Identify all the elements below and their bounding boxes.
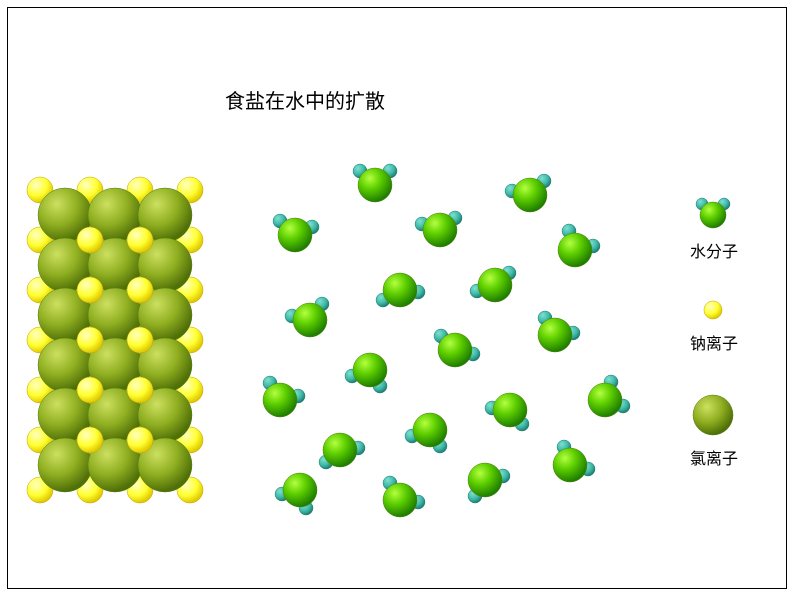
oxygen-atom	[293, 303, 327, 337]
sodium-ion	[77, 377, 103, 403]
oxygen-atom	[423, 213, 457, 247]
legend	[693, 198, 733, 435]
legend-label-water: 水分子	[690, 238, 738, 262]
oxygen-atom	[383, 273, 417, 307]
oxygen-atom	[278, 218, 312, 252]
water-molecule	[505, 174, 551, 212]
water-molecule	[434, 329, 480, 367]
oxygen-atom	[468, 463, 502, 497]
oxygen-atom	[383, 483, 417, 517]
oxygen-atom	[558, 233, 592, 267]
water-molecule	[553, 440, 595, 482]
water-molecule	[353, 164, 397, 202]
water-molecule	[383, 476, 425, 517]
water-molecule	[485, 393, 529, 431]
sodium-ion	[127, 227, 153, 253]
sodium-ion	[77, 427, 103, 453]
oxygen-atom	[438, 333, 472, 367]
water-molecule	[275, 473, 317, 515]
sodium-ion	[77, 327, 103, 353]
oxygen-atom	[478, 268, 512, 302]
water-molecule	[319, 433, 365, 469]
oxygen-atom	[413, 413, 447, 447]
sodium-ion	[127, 377, 153, 403]
water-molecule	[415, 211, 462, 247]
water-molecule	[558, 224, 600, 267]
oxygen-atom	[353, 353, 387, 387]
water-molecules	[263, 164, 630, 517]
water-molecule	[470, 266, 516, 302]
water-molecule	[376, 273, 425, 307]
oxygen-atom	[283, 473, 317, 507]
legend-chloride-icon	[693, 395, 733, 435]
molecule-scene	[0, 0, 794, 596]
water-molecule	[285, 297, 329, 337]
legend-water-icon	[700, 202, 726, 228]
water-molecule	[588, 375, 630, 417]
sodium-ion	[127, 277, 153, 303]
sodium-ion	[77, 227, 103, 253]
water-molecule	[345, 353, 387, 393]
water-molecule	[263, 376, 305, 417]
water-molecule	[468, 463, 510, 503]
oxygen-atom	[588, 383, 622, 417]
oxygen-atom	[263, 383, 297, 417]
oxygen-atom	[553, 448, 587, 482]
water-molecule	[538, 311, 580, 352]
sodium-ion	[127, 327, 153, 353]
water-molecule	[405, 413, 447, 453]
sodium-ion	[127, 427, 153, 453]
oxygen-atom	[538, 318, 572, 352]
legend-label-chloride: 氯离子	[690, 445, 738, 469]
water-molecule	[273, 214, 319, 252]
legend-label-sodium: 钠离子	[690, 330, 738, 354]
legend-sodium-icon	[704, 301, 722, 319]
salt-crystal	[27, 177, 203, 503]
oxygen-atom	[493, 393, 527, 427]
sodium-ion	[77, 277, 103, 303]
oxygen-atom	[513, 178, 547, 212]
oxygen-atom	[323, 433, 357, 467]
oxygen-atom	[358, 168, 392, 202]
